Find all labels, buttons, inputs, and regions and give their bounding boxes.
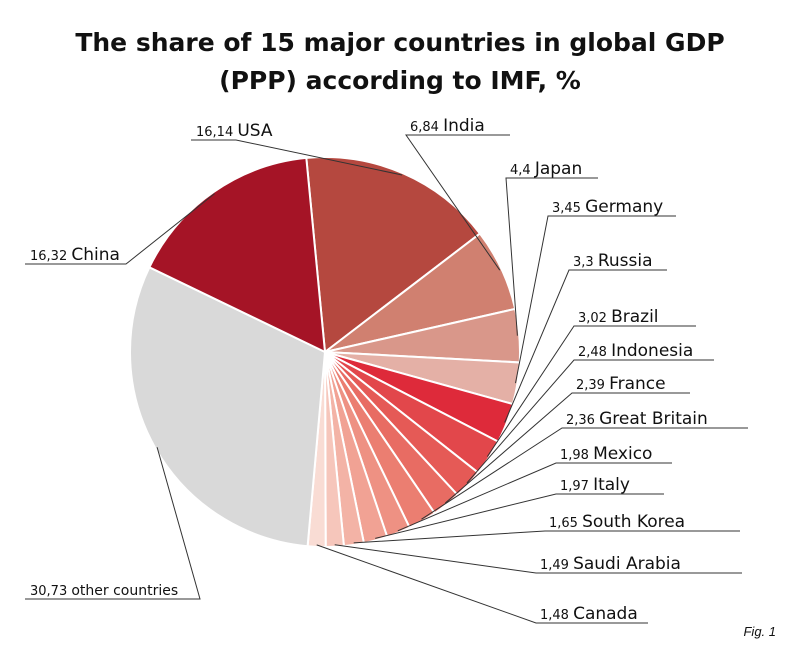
leader-line-usa [191, 139, 403, 176]
leader-line-brazil [486, 325, 696, 457]
slice-value-russia: 3,3 [573, 255, 598, 270]
slice-name-mexico: Mexico [593, 444, 652, 464]
slice-name-germany: Germany [585, 197, 663, 217]
chart-title-line1: The share of 15 major countries in globa… [75, 28, 725, 57]
slice-name-south-korea: South Korea [582, 512, 685, 532]
slice-value-china: 16,32 [30, 249, 71, 264]
slice-value-south-korea: 1,65 [549, 516, 582, 531]
slice-label-brazil: 3,02 Brazil [578, 307, 659, 327]
slice-label-saudi-arabia: 1,49 Saudi Arabia [540, 554, 681, 574]
slice-value-mexico: 1,98 [560, 448, 593, 463]
slice-label-italy: 1,97 Italy [560, 475, 630, 495]
leader-line-india [405, 134, 510, 271]
slice-name-brazil: Brazil [611, 307, 658, 327]
slice-value-great-britain: 2,36 [566, 413, 599, 428]
slice-value-brazil: 3,02 [578, 311, 611, 326]
leader-line-saudi-arabia [334, 544, 742, 574]
chart-title: The share of 15 major countries in globa… [0, 24, 800, 100]
slice-label-canada: 1,48 Canada [540, 604, 638, 624]
leader-line-other-countries [25, 447, 201, 600]
leader-line-france [444, 392, 690, 504]
slice-label-usa: 16,14 USA [196, 121, 273, 141]
leader-line-japan [505, 177, 598, 336]
slice-label-china: 16,32 China [30, 245, 120, 265]
slice-label-mexico: 1,98 Mexico [560, 444, 652, 464]
slice-label-germany: 3,45 Germany [552, 197, 663, 217]
leader-line-mexico [397, 462, 672, 532]
leader-line-china [25, 193, 215, 265]
pie-slice-usa [305, 156, 482, 354]
slice-name-other-countries: other countries [71, 583, 178, 599]
slice-label-indonesia: 2,48 Indonesia [578, 341, 693, 361]
slice-value-indonesia: 2,48 [578, 345, 611, 360]
slice-label-great-britain: 2,36 Great Britain [566, 409, 708, 429]
pie-slice-other-countries [129, 265, 327, 548]
slice-value-canada: 1,48 [540, 608, 573, 623]
leader-line-italy [375, 493, 664, 539]
slice-name-china: China [71, 245, 120, 265]
leader-line-canada [316, 544, 648, 624]
leader-line-germany [515, 215, 676, 384]
slice-label-south-korea: 1,65 South Korea [549, 512, 685, 532]
pie-slice-china [148, 156, 327, 354]
slice-value-saudi-arabia: 1,49 [540, 558, 573, 573]
slice-name-japan: Japan [534, 159, 582, 179]
slice-name-russia: Russia [598, 251, 653, 271]
leader-line-south-korea [353, 530, 740, 544]
slice-name-india: India [443, 116, 485, 136]
slice-value-italy: 1,97 [560, 479, 593, 494]
slice-label-japan: 4,4 Japan [510, 159, 582, 179]
figure-number: Fig. 1 [743, 624, 776, 639]
leader-line-russia [504, 269, 667, 423]
slice-value-germany: 3,45 [552, 201, 585, 216]
slice-label-russia: 3,3 Russia [573, 251, 653, 271]
slice-name-italy: Italy [593, 475, 630, 495]
slice-value-other-countries: 30,73 [30, 584, 71, 599]
slice-name-great-britain: Great Britain [599, 409, 708, 429]
chart-title-line2: (PPP) according to IMF, % [219, 66, 581, 95]
slice-name-indonesia: Indonesia [611, 341, 693, 361]
leader-lines [25, 134, 748, 624]
slice-label-india: 6,84 India [410, 116, 485, 136]
slice-value-india: 6,84 [410, 120, 443, 135]
slice-value-japan: 4,4 [510, 163, 535, 178]
slice-label-other-countries: 30,73 other countries [30, 583, 178, 599]
slice-value-france: 2,39 [576, 378, 609, 393]
leader-line-great-britain [421, 427, 748, 520]
slice-name-canada: Canada [573, 604, 638, 624]
slice-labels: 16,14 USA 6,84 India 4,4 Japan 3,45 Germany… [30, 116, 708, 624]
slice-name-saudi-arabia: Saudi Arabia [573, 554, 681, 574]
slice-name-france: France [609, 374, 666, 394]
slice-label-france: 2,39 France [576, 374, 666, 394]
slice-name-usa: USA [237, 121, 273, 141]
slice-value-usa: 16,14 [196, 125, 237, 140]
leader-line-indonesia [466, 359, 714, 484]
